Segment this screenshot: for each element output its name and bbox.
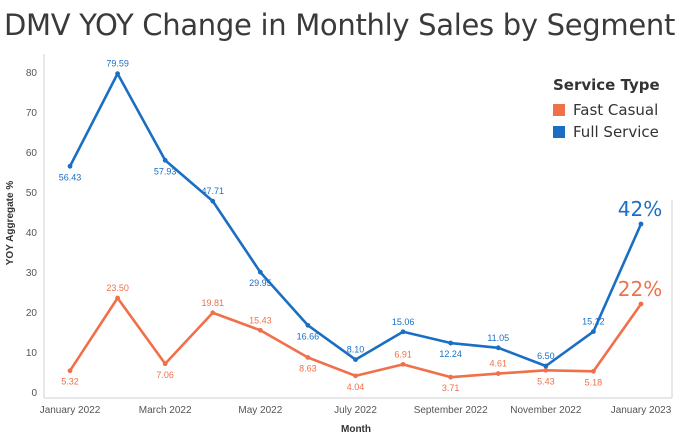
- y-tick-label: 30: [26, 268, 38, 279]
- legend-title: Service Type: [553, 76, 660, 94]
- data-point-fast-casual: [400, 361, 406, 367]
- data-point-fast-casual: [115, 295, 120, 301]
- legend-swatch: [553, 126, 565, 138]
- x-axis-label: Month: [341, 424, 371, 435]
- data-label-fast-casual: 5.18: [585, 377, 603, 387]
- legend: Service Type Fast Casual Full Service: [553, 76, 660, 143]
- data-point-full-service: [591, 329, 596, 334]
- data-point-fast-casual: [210, 310, 216, 316]
- data-point-fast-casual: [448, 374, 454, 380]
- legend-label: Fast Casual: [573, 101, 659, 119]
- data-point-fast-casual: [543, 367, 549, 373]
- y-tick-label: 80: [26, 68, 38, 79]
- data-label-full-service: 6.50: [537, 351, 555, 361]
- data-label-fast-casual: 7.06: [156, 370, 174, 380]
- data-label-fast-casual: 5.32: [61, 377, 79, 387]
- x-tick-label: July 2022: [334, 405, 377, 416]
- data-label-full-service: 16.66: [297, 331, 320, 341]
- series-line-fast-casual: [68, 296, 643, 379]
- data-label-fast-casual: 8.63: [299, 363, 317, 373]
- data-label-fast-casual: 23.50: [106, 283, 129, 293]
- legend-item-fast-casual: Fast Casual: [553, 99, 660, 121]
- x-tick-label: March 2022: [139, 405, 192, 416]
- y-tick-label: 0: [31, 388, 37, 399]
- x-tick-label: November 2022: [510, 405, 582, 416]
- data-label-fast-casual: 19.81: [201, 298, 224, 308]
- legend-swatch: [553, 104, 565, 116]
- x-tick-label: September 2022: [414, 405, 488, 416]
- data-label-fast-casual: 15.43: [249, 315, 272, 325]
- data-point-full-service: [638, 221, 644, 227]
- x-tick-label: January 2022: [40, 405, 101, 416]
- data-label-fast-casual: 22%: [618, 277, 662, 301]
- y-tick-label: 70: [26, 108, 38, 119]
- data-point-fast-casual: [305, 355, 311, 360]
- data-point-full-service: [543, 363, 549, 369]
- y-tick-label: 50: [26, 188, 38, 199]
- data-label-fast-casual: 6.91: [394, 349, 412, 359]
- data-label-fast-casual: 4.04: [347, 382, 365, 392]
- data-point-full-service: [210, 198, 216, 204]
- data-label-full-service: 12.24: [439, 349, 462, 359]
- data-point-fast-casual: [495, 371, 501, 376]
- data-point-full-service: [448, 340, 454, 346]
- data-point-fast-casual: [257, 327, 263, 333]
- data-point-full-service: [257, 269, 263, 275]
- data-label-full-service: 56.43: [59, 172, 82, 182]
- y-tick-label: 60: [26, 148, 38, 159]
- legend-label: Full Service: [573, 123, 659, 141]
- data-point-full-service: [400, 329, 406, 335]
- data-label-full-service: 79.59: [106, 59, 129, 69]
- data-label-full-service: 8.10: [347, 345, 365, 355]
- data-point-fast-casual: [162, 361, 168, 367]
- data-point-full-service: [115, 71, 120, 77]
- y-tick-label: 40: [26, 228, 38, 239]
- chart-title: DMV YOY Change in Monthly Sales by Segme…: [4, 8, 676, 42]
- data-label-full-service: 42%: [618, 197, 662, 221]
- x-tick-label: January 2023: [611, 405, 672, 416]
- data-label-full-service: 47.71: [201, 186, 224, 196]
- x-tick-label: May 2022: [238, 405, 282, 416]
- data-label-full-service: 15.06: [392, 317, 415, 327]
- data-point-fast-casual: [638, 301, 644, 307]
- data-label-full-service: 11.05: [487, 333, 509, 343]
- data-label-full-service: 57.93: [154, 166, 177, 176]
- data-point-full-service: [353, 357, 358, 362]
- legend-item-full-service: Full Service: [553, 121, 660, 143]
- data-label-full-service: 29.95: [249, 278, 272, 288]
- y-tick-label: 10: [26, 348, 38, 359]
- data-point-full-service: [495, 345, 501, 351]
- y-tick-label: 20: [26, 308, 38, 319]
- y-axis-label: YOY Aggregate %: [5, 181, 16, 266]
- data-label-fast-casual: 3.71: [442, 383, 460, 393]
- data-label-full-service: 15.12: [582, 317, 605, 327]
- data-label-fast-casual: 5.43: [537, 376, 555, 386]
- data-point-full-service: [67, 163, 73, 169]
- data-point-fast-casual: [353, 373, 358, 379]
- data-label-fast-casual: 4.61: [489, 359, 507, 369]
- data-point-full-service: [305, 322, 311, 328]
- data-point-fast-casual: [591, 368, 596, 374]
- data-point-fast-casual: [67, 368, 73, 374]
- data-point-full-service: [162, 157, 168, 163]
